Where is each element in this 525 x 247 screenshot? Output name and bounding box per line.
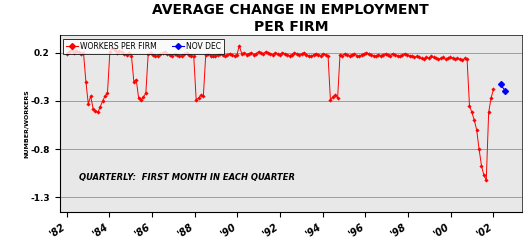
- Y-axis label: NUMBER/WORKERS: NUMBER/WORKERS: [24, 89, 29, 158]
- Text: QUARTERLY:  FIRST MONTH IN EACH QUARTER: QUARTERLY: FIRST MONTH IN EACH QUARTER: [79, 173, 295, 182]
- Legend: WORKERS PER FIRM, NOV DEC: WORKERS PER FIRM, NOV DEC: [64, 39, 224, 54]
- Title: AVERAGE CHANGE IN EMPLOYMENT
PER FIRM: AVERAGE CHANGE IN EMPLOYMENT PER FIRM: [152, 3, 429, 34]
